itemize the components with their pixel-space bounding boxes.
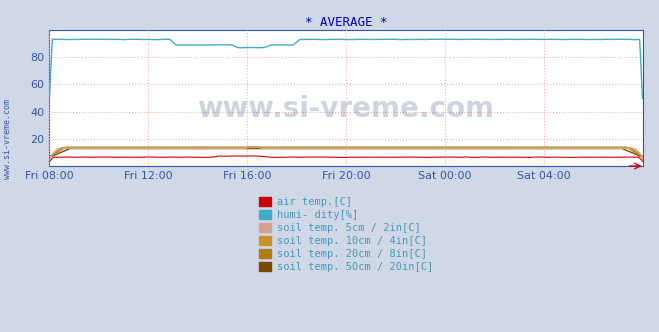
Legend: air temp.[C], humi- dity[%], soil temp. 5cm / 2in[C], soil temp. 10cm / 4in[C], : air temp.[C], humi- dity[%], soil temp. … [259, 197, 433, 273]
Text: www.si-vreme.com: www.si-vreme.com [3, 100, 13, 179]
Text: www.si-vreme.com: www.si-vreme.com [198, 95, 494, 123]
Title: * AVERAGE *: * AVERAGE * [304, 16, 387, 29]
